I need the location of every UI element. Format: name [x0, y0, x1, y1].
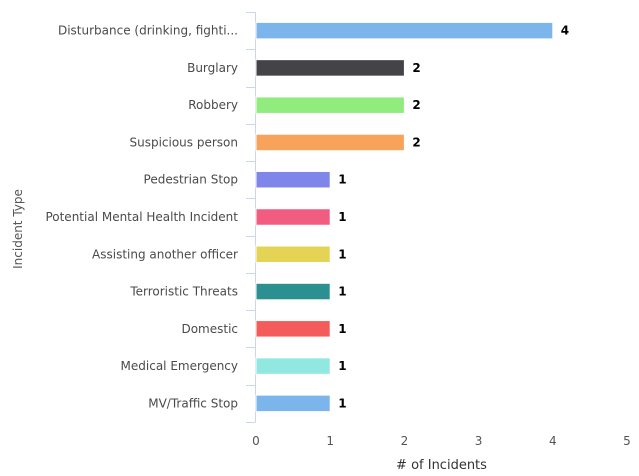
- category-label: Terroristic Threats: [129, 285, 238, 299]
- data-label: 1: [338, 173, 346, 187]
- data-label: 2: [412, 98, 420, 112]
- data-label: 1: [338, 322, 346, 336]
- category-label: MV/Traffic Stop: [148, 396, 238, 410]
- data-label: 1: [338, 210, 346, 224]
- bar[interactable]: [255, 59, 405, 77]
- data-label: 4: [561, 24, 569, 38]
- bar[interactable]: [255, 320, 331, 338]
- category-label: Pedestrian Stop: [144, 173, 238, 187]
- data-label: 2: [412, 135, 420, 149]
- category-label: Assisting another officer: [92, 247, 238, 261]
- x-tick-label: 4: [549, 434, 557, 448]
- category-label: Burglary: [187, 61, 238, 75]
- x-tick-label: 2: [401, 434, 409, 448]
- axes-layer: [246, 12, 256, 423]
- bars-layer: [255, 21, 554, 413]
- data-label: 1: [338, 359, 346, 373]
- category-label: Suspicious person: [129, 135, 238, 149]
- category-label: Domestic: [181, 322, 238, 336]
- bar[interactable]: [255, 245, 331, 264]
- x-tick-label: 1: [326, 434, 334, 448]
- x-axis-title: # of Incidents: [396, 458, 487, 473]
- data-label: 2: [412, 61, 420, 75]
- bar[interactable]: [255, 394, 331, 413]
- y-axis-title: Incident Type: [11, 189, 25, 269]
- bar[interactable]: [255, 21, 554, 40]
- x-tick-label: 5: [623, 434, 631, 448]
- category-label: Medical Emergency: [121, 359, 238, 373]
- bar[interactable]: [255, 208, 331, 226]
- data-label: 1: [338, 247, 346, 261]
- category-label: Robbery: [188, 98, 238, 112]
- data-label: 1: [338, 396, 346, 410]
- bar[interactable]: [255, 133, 405, 152]
- bar[interactable]: [255, 282, 331, 301]
- bar[interactable]: [255, 357, 331, 375]
- x-tick-label: 0: [252, 434, 260, 448]
- data-label: 1: [338, 285, 346, 299]
- x-tick-label: 3: [475, 434, 483, 448]
- labels-layer: Disturbance (drinking, fighti... 4 Burglar…: [45, 24, 630, 448]
- category-label: Disturbance (drinking, fighti...: [58, 24, 238, 38]
- category-label: Potential Mental Health Incident: [45, 210, 238, 224]
- bar[interactable]: [255, 170, 331, 189]
- bar[interactable]: [255, 96, 405, 114]
